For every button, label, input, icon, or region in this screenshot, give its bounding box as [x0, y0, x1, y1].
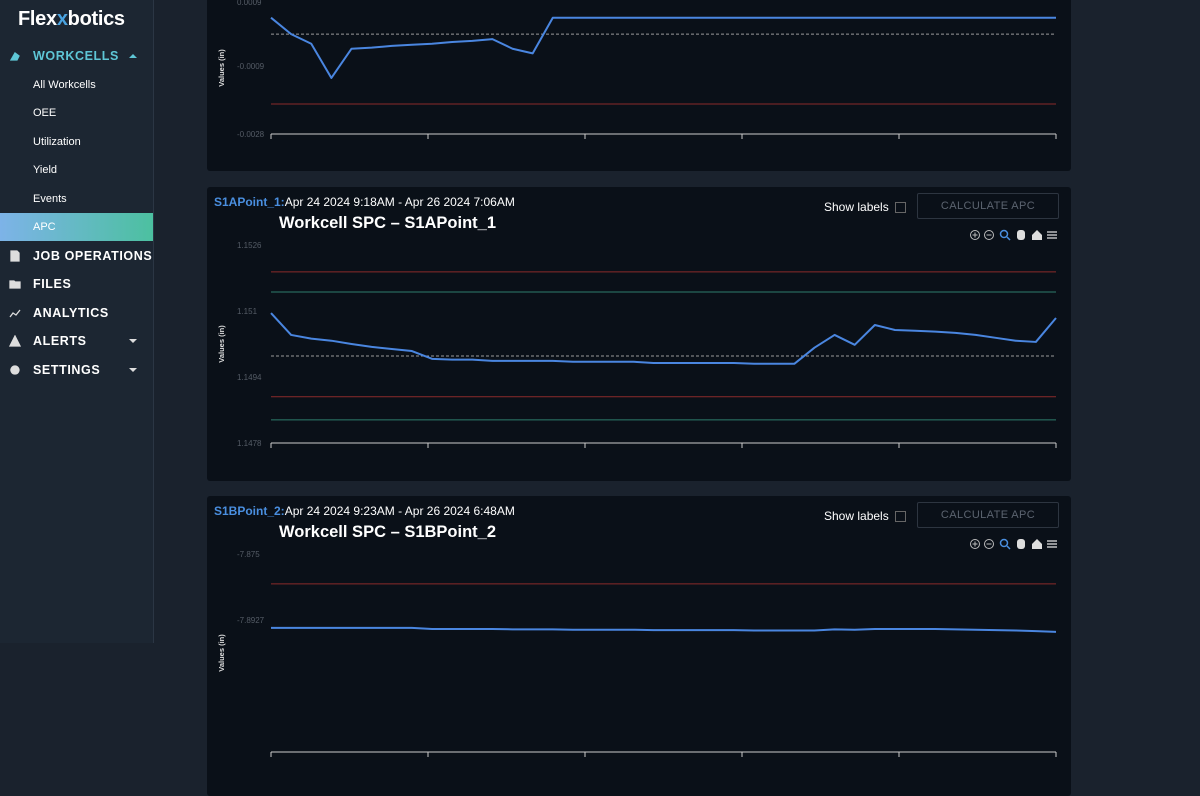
menu-item[interactable]: JOB OPERATIONS — [0, 242, 153, 270]
y-tick-label: 1.151 — [237, 307, 258, 316]
toolbar-icon[interactable] — [1017, 539, 1025, 549]
show-labels: Show labels — [824, 509, 889, 523]
chart-panel: 1.1526 1.151 1.1494 1.1478 Values (in) S1APoi… — [207, 187, 1071, 481]
submenu-item[interactable]: APC — [0, 213, 153, 241]
show-labels: Show labels — [824, 200, 889, 214]
chart: 1.1526 1.151 1.1494 1.1478 Values (in) — [217, 229, 1057, 448]
menu-label: SETTINGS — [33, 362, 101, 377]
y-tick-label: 0.0009 — [237, 0, 262, 7]
menu-item[interactable]: SETTINGS — [0, 356, 153, 384]
y-tick-label: 1.1478 — [237, 439, 262, 448]
menu-label: WORKCELLS — [33, 49, 119, 63]
y-axis-label: Values (in) — [217, 325, 226, 363]
submenu-item[interactable]: Events — [33, 192, 67, 205]
icon-shape — [9, 52, 20, 61]
brand-text: Flex — [18, 8, 57, 30]
menu-caret — [129, 339, 137, 343]
y-axis-label: Values (in) — [217, 49, 226, 87]
toolbar-icon[interactable] — [999, 538, 1009, 548]
submenu-item[interactable]: Yield — [33, 164, 58, 176]
checkbox[interactable] — [895, 511, 906, 522]
calculate-button[interactable]: CALCULATE APC — [917, 193, 1059, 219]
menu-icon — [10, 364, 20, 375]
date-range: Apr 24 2024 9:18AM - Apr 26 2024 7:06AM — [284, 195, 515, 209]
page: Flexxbotics WORKCELLS All Workcells OEE Uti… — [0, 0, 1071, 796]
menu-caret — [129, 367, 137, 372]
menu-item[interactable]: ANALYTICS — [0, 299, 153, 327]
menu-item[interactable]: ALERTS — [0, 327, 153, 355]
menu-label: JOB OPERATIONS — [33, 248, 153, 263]
icon-shape — [10, 249, 20, 262]
y-tick-label: -0.0028 — [237, 130, 265, 139]
menu-item[interactable]: WORKCELLS — [0, 42, 153, 70]
menu-caret — [129, 54, 137, 58]
icon-shape — [9, 309, 21, 317]
y-tick-label: 1.1494 — [237, 373, 262, 382]
sidebar: Flexxbotics WORKCELLS All Workcells OEE Uti… — [0, 0, 154, 643]
submenu-item[interactable]: Utilization — [33, 135, 81, 148]
chart: 0.0009 -0.0009 -0.0028 Values (in) — [217, 0, 1057, 139]
icon-shape — [10, 364, 20, 375]
y-tick-label: 1.1526 — [237, 241, 262, 250]
menu-label: ALERTS — [33, 334, 87, 348]
toolbar-icon — [1006, 236, 1011, 241]
panel-header: S1BPoint_2:Apr 24 2024 9:23AM - Apr 26 2… — [214, 504, 515, 518]
icon-shape — [9, 280, 21, 289]
series-line — [271, 626, 1057, 633]
submenu-item[interactable]: OEE — [33, 107, 57, 119]
toolbar-icon[interactable] — [1032, 230, 1042, 240]
menu-item[interactable]: FILES — [0, 270, 153, 298]
point-label: S1BPoint_2: — [214, 504, 285, 518]
checkbox[interactable] — [895, 202, 906, 213]
calculate-button[interactable]: CALCULATE APC — [917, 502, 1059, 528]
toolbar-icon[interactable] — [984, 230, 994, 240]
toolbar-icon[interactable] — [999, 229, 1009, 239]
chart-panel: 0.0009 -0.0009 -0.0028 Values (in) — [207, 0, 1071, 171]
chart-title: Workcell SPC – S1APoint_1 — [279, 214, 497, 232]
brand-text: x — [56, 8, 68, 30]
y-tick-label: -0.0009 — [237, 62, 265, 71]
submenu-item[interactable]: All Workcells — [33, 78, 96, 91]
menu-icon — [9, 280, 21, 289]
menu-icon — [10, 249, 20, 262]
panel-header: S1APoint_1:Apr 24 2024 9:18AM - Apr 26 2… — [214, 195, 515, 209]
brand-text: botics — [67, 8, 125, 30]
date-range: Apr 24 2024 9:23AM - Apr 26 2024 6:48AM — [284, 504, 515, 518]
y-tick-label: -7.875 — [237, 550, 260, 559]
toolbar-icon — [1006, 545, 1011, 550]
point-label: S1APoint_1: — [214, 195, 285, 209]
y-axis-label: Values (in) — [217, 634, 226, 672]
menu-label: FILES — [33, 277, 72, 291]
brand: Flexxbotics — [18, 8, 125, 31]
menu-icon — [9, 335, 21, 347]
chart-title: Workcell SPC – S1BPoint_2 — [279, 523, 497, 541]
series-line — [270, 16, 1056, 79]
toolbar-icon[interactable] — [1017, 230, 1025, 240]
series-line — [270, 312, 1057, 365]
toolbar-icon[interactable] — [970, 539, 980, 549]
chart-panel: -7.875 -7.8927 Values (in) S1BPoint_2:Apr 2… — [207, 496, 1071, 796]
menu-icon — [9, 52, 20, 61]
toolbar-icon[interactable] — [970, 230, 980, 240]
menu-icon — [9, 309, 21, 317]
menu-label: ANALYTICS — [33, 305, 109, 320]
toolbar-icon[interactable] — [1032, 539, 1042, 549]
y-tick-label: -7.8927 — [237, 616, 265, 625]
icon-shape — [9, 335, 21, 347]
toolbar-icon[interactable] — [984, 539, 994, 549]
